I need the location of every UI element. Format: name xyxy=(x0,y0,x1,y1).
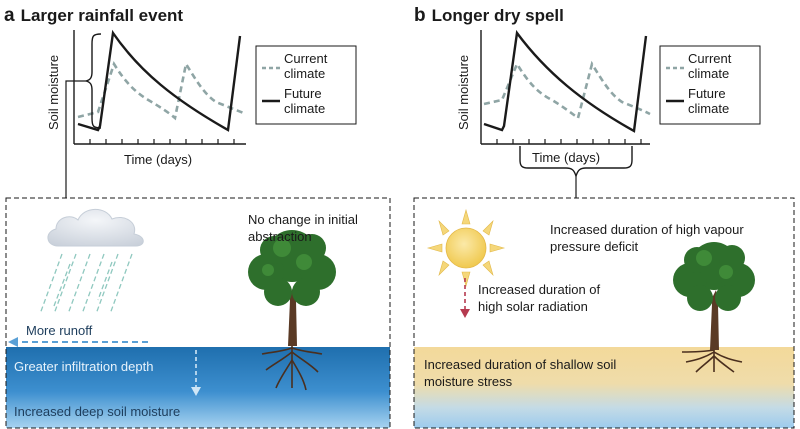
panel-a-x-axis-label: Time (days) xyxy=(124,152,193,167)
rain-icon xyxy=(39,253,133,315)
panel-a-title: Larger rainfall event xyxy=(20,6,184,25)
infiltration-arrow xyxy=(191,350,201,396)
tree-icon xyxy=(673,242,755,373)
legend-a xyxy=(255,45,357,125)
panel-a-y-axis-label: Soil moisture xyxy=(46,54,61,130)
box-a xyxy=(5,197,391,429)
legend-b xyxy=(659,45,761,125)
panel-b-heading: b Longer dry spell xyxy=(414,5,564,27)
legend-a-future: Future climate xyxy=(284,86,326,116)
cloud-icon xyxy=(47,208,144,247)
panel-a-heading: a Larger rainfall event xyxy=(4,5,183,27)
panel-b-title: Longer dry spell xyxy=(431,6,564,25)
infiltration-label: Greater infiltration depth xyxy=(14,359,154,374)
panel-b-x-axis-label: Time (days) xyxy=(532,150,601,165)
legend-a-current: Current climate xyxy=(284,51,328,81)
stress-note: Increased duration of shallow soil moist… xyxy=(424,357,617,389)
runoff-label: More runoff xyxy=(26,323,93,338)
solar-arrow xyxy=(460,278,470,318)
tree-note-a: No change in initial abstraction xyxy=(248,212,358,244)
legend-b-future: Future climate xyxy=(688,86,730,116)
current-climate-line-a xyxy=(77,60,247,121)
current-climate-line-b xyxy=(483,60,651,121)
box-b xyxy=(413,197,795,429)
panel-a-letter: a xyxy=(4,5,15,26)
legend-b-current: Current climate xyxy=(688,51,732,81)
chart-b xyxy=(480,29,651,198)
panel-b-letter: b xyxy=(414,5,426,26)
future-climate-line-a xyxy=(77,29,242,132)
sun-icon xyxy=(426,208,506,288)
runoff-arrow xyxy=(8,337,148,347)
deep-moisture-label: Increased deep soil moisture xyxy=(14,404,181,419)
solar-note: Increased duration of high solar radiati… xyxy=(478,282,601,314)
x-ticks-a xyxy=(89,139,235,144)
panel-b-y-axis-label: Soil moisture xyxy=(456,54,471,130)
tree-icon xyxy=(248,230,336,391)
future-climate-line-b xyxy=(483,29,648,133)
chart-a xyxy=(65,29,247,198)
vpd-note: Increased duration of high vapour pressu… xyxy=(550,222,744,254)
x-ticks-b xyxy=(496,139,642,144)
